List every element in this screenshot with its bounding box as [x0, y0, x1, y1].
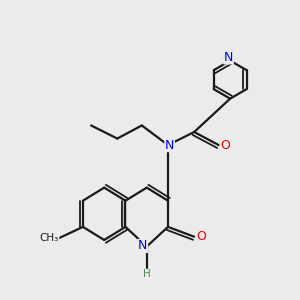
Text: H: H: [143, 269, 151, 279]
Text: CH₃: CH₃: [40, 233, 59, 243]
Text: N: N: [138, 239, 148, 252]
Text: N: N: [224, 51, 233, 64]
Text: O: O: [196, 230, 206, 243]
Text: N: N: [165, 139, 174, 152]
Text: O: O: [220, 139, 230, 152]
